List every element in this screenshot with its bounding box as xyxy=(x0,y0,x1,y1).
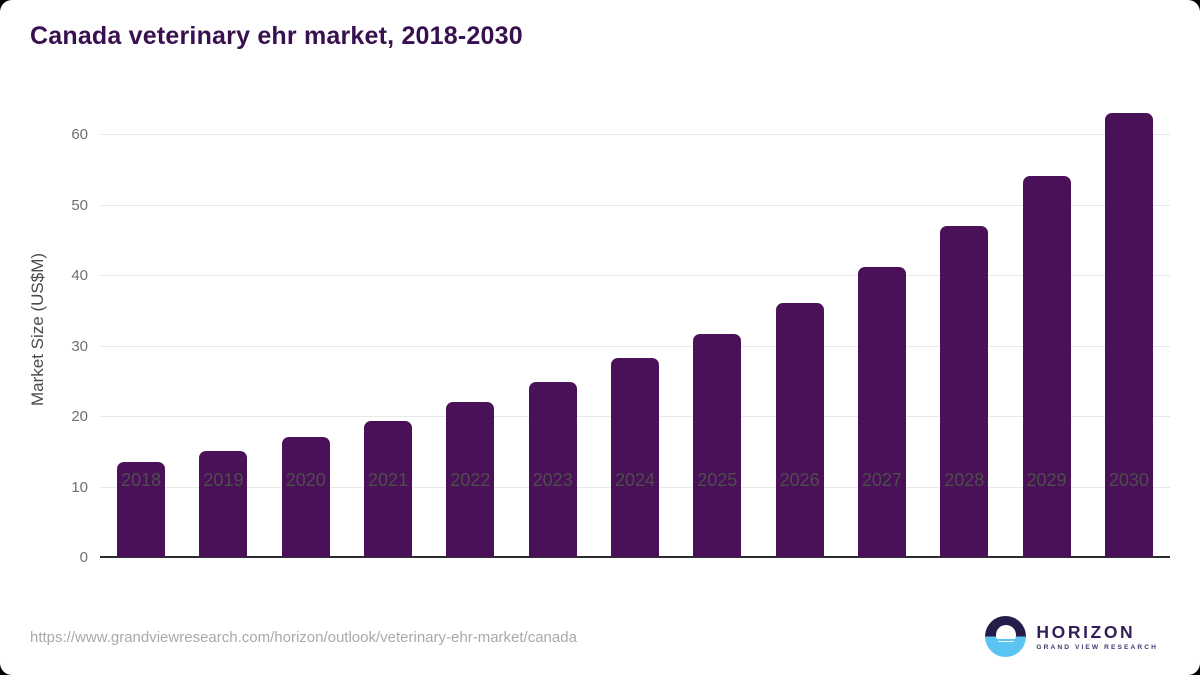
brand-name: HORIZON xyxy=(1036,622,1136,642)
x-tick-label: 2030 xyxy=(1108,470,1149,490)
bar-2019 xyxy=(199,451,248,557)
bar-2021 xyxy=(364,421,413,557)
gridline xyxy=(100,345,1170,347)
bar-2027 xyxy=(857,267,906,557)
y-axis-tick-labels: 0 10 20 30 40 50 60 xyxy=(28,100,88,566)
x-tick-label: 2020 xyxy=(285,470,326,490)
x-tick-label: 2019 xyxy=(203,470,244,490)
y-tick-label: 10 xyxy=(71,478,88,496)
x-tick-label: 2018 xyxy=(121,470,162,490)
x-tick-label: 2026 xyxy=(779,470,820,490)
y-tick-label: 60 xyxy=(71,126,88,144)
x-axis-line xyxy=(100,556,1170,558)
gridline xyxy=(100,275,1170,277)
x-tick-label: 2027 xyxy=(861,470,902,490)
bar-2018 xyxy=(117,461,166,557)
gridline xyxy=(100,204,1170,206)
y-tick-label: 40 xyxy=(71,267,88,285)
x-tick-label: 2023 xyxy=(532,470,573,490)
horizon-sun-icon xyxy=(985,616,1027,657)
wave-cover xyxy=(993,643,1018,652)
wave-line xyxy=(994,641,1017,644)
chart-title: Canada veterinary ehr market, 2018-2030 xyxy=(30,22,523,50)
bar-2029 xyxy=(1022,175,1071,557)
bar-2028 xyxy=(940,225,989,557)
brand-text: HORIZON GRAND VIEW RESEARCH xyxy=(1036,622,1158,651)
bar-chart-plot-area xyxy=(100,100,1170,558)
bar-2026 xyxy=(775,303,824,557)
x-tick-label: 2028 xyxy=(944,470,985,490)
source-url: https://www.grandviewresearch.com/horizo… xyxy=(30,629,577,646)
wave-line xyxy=(994,638,1017,641)
x-tick-label: 2022 xyxy=(450,470,491,490)
bar-2030 xyxy=(1104,113,1153,557)
x-tick-label: 2024 xyxy=(614,470,656,490)
y-tick-label: 0 xyxy=(79,549,88,566)
bar-2024 xyxy=(611,358,659,557)
x-tick-label: 2021 xyxy=(368,470,409,490)
y-tick-label: 50 xyxy=(71,196,88,214)
bar-2023 xyxy=(528,382,577,557)
horizon-logo: HORIZON GRAND VIEW RESEARCH xyxy=(985,616,1158,657)
gridline xyxy=(100,134,1170,136)
y-tick-label: 20 xyxy=(71,408,88,426)
x-tick-label: 2025 xyxy=(697,470,738,490)
bar-2022 xyxy=(446,402,495,557)
bar-2025 xyxy=(693,333,742,557)
x-tick-label: 2029 xyxy=(1026,470,1067,490)
brand-subtitle: GRAND VIEW RESEARCH xyxy=(1036,644,1158,651)
bar-2020 xyxy=(281,437,330,557)
y-tick-label: 30 xyxy=(71,337,88,355)
